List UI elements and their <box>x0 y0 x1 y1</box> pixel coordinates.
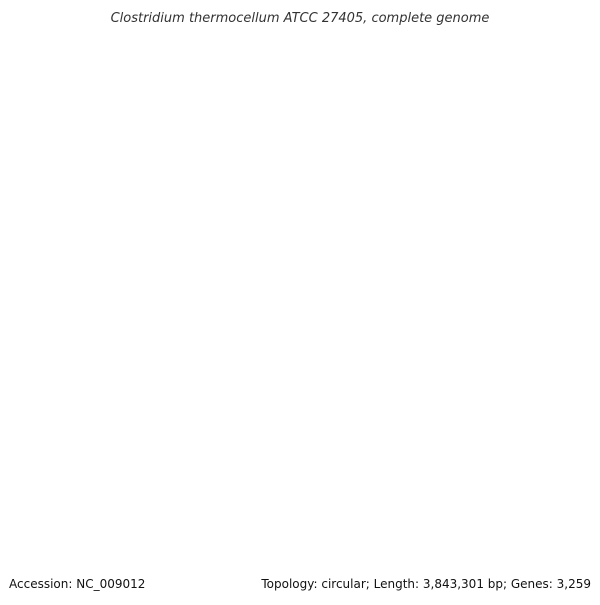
genome-title: Clostridium thermocellum ATCC 27405, com… <box>111 11 490 26</box>
accession-text: Accession: NC_009012 <box>9 577 146 591</box>
topology-summary-text: Topology: circular; Length: 3,843,301 bp… <box>261 577 591 591</box>
